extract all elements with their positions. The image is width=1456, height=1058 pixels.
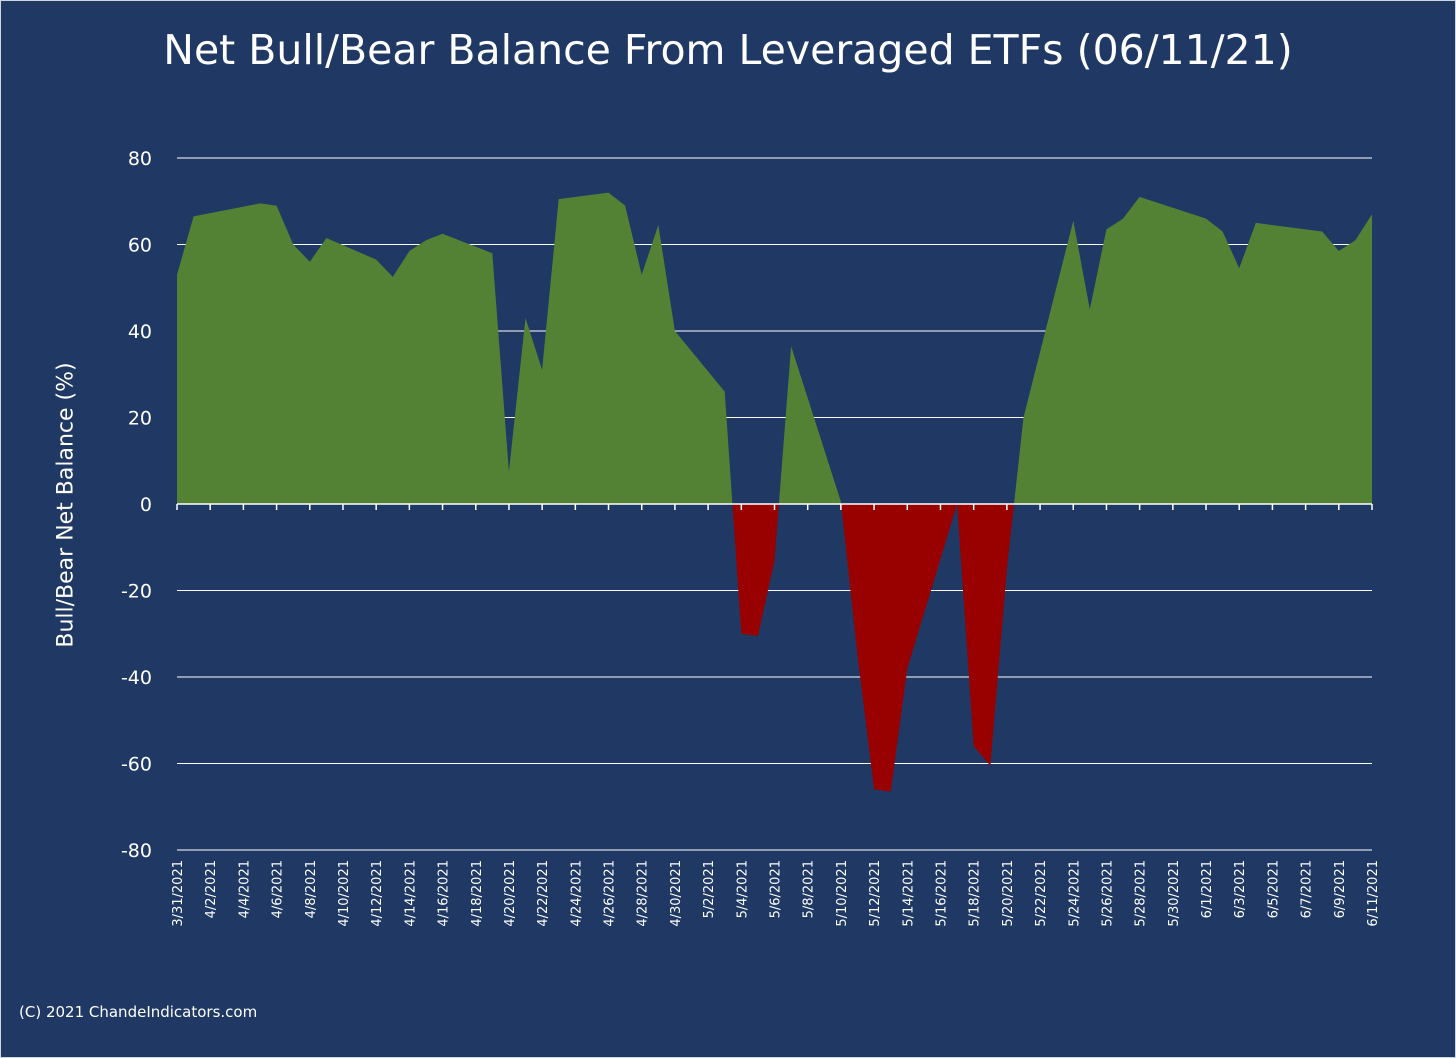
x-tick-label: 5/6/2021 [769, 860, 784, 918]
x-tick-label: 5/10/2021 [835, 860, 850, 927]
x-tick-label: 5/24/2021 [1067, 860, 1082, 927]
x-tick-label: 5/20/2021 [1001, 860, 1016, 927]
x-tick-label: 5/2/2021 [702, 860, 717, 918]
x-tick-label: 5/12/2021 [868, 860, 883, 927]
bear-area [841, 504, 958, 792]
x-tick-label: 6/1/2021 [1200, 860, 1215, 918]
x-tick-label: 5/28/2021 [1134, 860, 1149, 927]
x-tick-label: 5/4/2021 [735, 860, 750, 918]
x-tick-label: 4/2/2021 [204, 860, 219, 918]
x-tick-label: 4/4/2021 [237, 860, 252, 918]
x-tick-label: 4/28/2021 [636, 860, 651, 927]
x-tick-label: 3/31/2021 [171, 860, 186, 927]
y-tick-label: 20 [128, 408, 152, 430]
x-tick-label: 4/22/2021 [536, 860, 551, 927]
bear-area [732, 504, 779, 636]
x-tick-label: 5/30/2021 [1167, 860, 1182, 927]
x-tick-label: 4/12/2021 [370, 860, 385, 927]
x-tick-label: 4/26/2021 [603, 860, 618, 927]
x-tick-label: 4/30/2021 [669, 860, 684, 927]
x-tick-label: 6/11/2021 [1366, 860, 1381, 927]
bull-area [177, 192, 733, 504]
y-tick-label: -40 [121, 667, 152, 689]
x-tick-label: 6/3/2021 [1233, 860, 1248, 918]
chart-title: Net Bull/Bear Balance From Leveraged ETF… [163, 26, 1293, 74]
x-tick-label: 4/10/2021 [337, 860, 352, 927]
y-tick-label: 80 [128, 148, 152, 170]
bull-area [1014, 196, 1372, 504]
x-tick-label: 6/5/2021 [1266, 860, 1281, 918]
bear-area [957, 504, 1014, 766]
y-tick-label: -20 [121, 581, 152, 603]
x-tick-label: 4/14/2021 [403, 860, 418, 927]
x-tick-label: 5/22/2021 [1034, 860, 1049, 927]
x-tick-label: 5/16/2021 [934, 860, 949, 927]
y-tick-label: 60 [128, 235, 152, 257]
x-tick-label: 6/9/2021 [1333, 860, 1348, 918]
x-tick-label: 5/18/2021 [968, 860, 983, 927]
x-tick-label: 4/6/2021 [271, 860, 286, 918]
y-tick-label: 40 [128, 321, 152, 343]
copyright-text: (C) 2021 ChandeIndicators.com [19, 1003, 258, 1021]
x-tick-label: 4/20/2021 [503, 860, 518, 927]
x-tick-label: 4/8/2021 [304, 860, 319, 918]
x-tick-label: 5/26/2021 [1100, 860, 1115, 927]
x-tick-label: 4/16/2021 [437, 860, 452, 927]
bull-area [778, 346, 842, 504]
x-tick-label: 5/8/2021 [802, 860, 817, 918]
x-tick-label: 6/7/2021 [1300, 860, 1315, 918]
y-tick-label: 0 [140, 494, 152, 516]
y-tick-label: -60 [121, 754, 152, 776]
x-tick-label: 5/14/2021 [901, 860, 916, 927]
y-tick-label: -80 [121, 840, 152, 862]
x-tick-label: 4/18/2021 [470, 860, 485, 927]
x-tick-label: 4/24/2021 [569, 860, 584, 927]
